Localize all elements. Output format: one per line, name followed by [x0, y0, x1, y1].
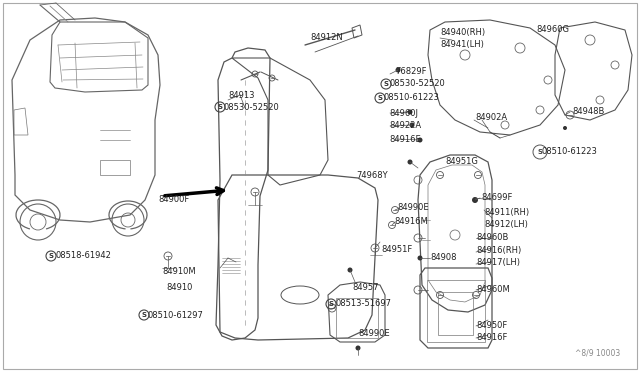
- Text: 84960J: 84960J: [389, 109, 418, 118]
- Text: 84908: 84908: [430, 253, 456, 263]
- Text: S: S: [328, 301, 333, 307]
- Text: 84990E: 84990E: [358, 328, 390, 337]
- Text: 84916F: 84916F: [476, 334, 508, 343]
- Text: S: S: [141, 312, 147, 318]
- Circle shape: [408, 109, 413, 115]
- Text: 84922A: 84922A: [389, 122, 421, 131]
- Text: S: S: [218, 104, 223, 110]
- Circle shape: [355, 346, 360, 350]
- Circle shape: [396, 67, 401, 73]
- Text: 84916(RH): 84916(RH): [476, 246, 521, 254]
- Text: 08518-61942: 08518-61942: [55, 251, 111, 260]
- Text: 08510-61223: 08510-61223: [541, 148, 597, 157]
- Text: 84912N: 84912N: [310, 33, 343, 42]
- Text: ^8/9 10003: ^8/9 10003: [575, 349, 620, 358]
- Text: 84910: 84910: [166, 283, 193, 292]
- Text: 84941(LH): 84941(LH): [440, 39, 484, 48]
- Text: 84950F: 84950F: [476, 321, 508, 330]
- Text: 84960M: 84960M: [476, 285, 509, 295]
- Text: 84902A: 84902A: [475, 113, 507, 122]
- Text: 84912(LH): 84912(LH): [484, 219, 528, 228]
- Text: 84913: 84913: [228, 90, 255, 99]
- Circle shape: [417, 138, 422, 142]
- Text: S: S: [378, 95, 383, 101]
- Text: 84900F: 84900F: [158, 195, 189, 203]
- Text: 08513-51697: 08513-51697: [335, 299, 391, 308]
- Circle shape: [563, 126, 567, 130]
- Text: 84957: 84957: [352, 283, 378, 292]
- Text: 84948B: 84948B: [572, 108, 604, 116]
- Circle shape: [348, 267, 353, 273]
- Circle shape: [417, 256, 422, 260]
- Circle shape: [408, 160, 413, 164]
- Text: 84917(LH): 84917(LH): [476, 257, 520, 266]
- Text: 84951G: 84951G: [445, 157, 478, 167]
- Text: 84911(RH): 84911(RH): [484, 208, 529, 217]
- Text: 84699F: 84699F: [481, 193, 513, 202]
- Text: 08530-52520: 08530-52520: [224, 103, 280, 112]
- Circle shape: [410, 122, 415, 128]
- Text: S: S: [383, 81, 388, 87]
- Text: 08510-61223: 08510-61223: [384, 93, 440, 103]
- Text: S: S: [538, 149, 543, 155]
- Text: S: S: [49, 253, 54, 259]
- Circle shape: [472, 197, 478, 203]
- Text: 84940(RH): 84940(RH): [440, 28, 485, 36]
- Text: 84990E: 84990E: [397, 203, 429, 212]
- Text: 84951F: 84951F: [381, 244, 412, 253]
- Text: 08530-52520: 08530-52520: [390, 80, 445, 89]
- Text: 84916E: 84916E: [389, 135, 420, 144]
- Text: 08510-61297: 08510-61297: [148, 311, 204, 320]
- Text: 84916M: 84916M: [394, 218, 428, 227]
- Text: 84910M: 84910M: [162, 267, 196, 276]
- Text: 84960G: 84960G: [536, 26, 569, 35]
- Text: 76829F: 76829F: [395, 67, 426, 77]
- Text: 74968Y: 74968Y: [356, 170, 388, 180]
- Text: 84960B: 84960B: [476, 234, 508, 243]
